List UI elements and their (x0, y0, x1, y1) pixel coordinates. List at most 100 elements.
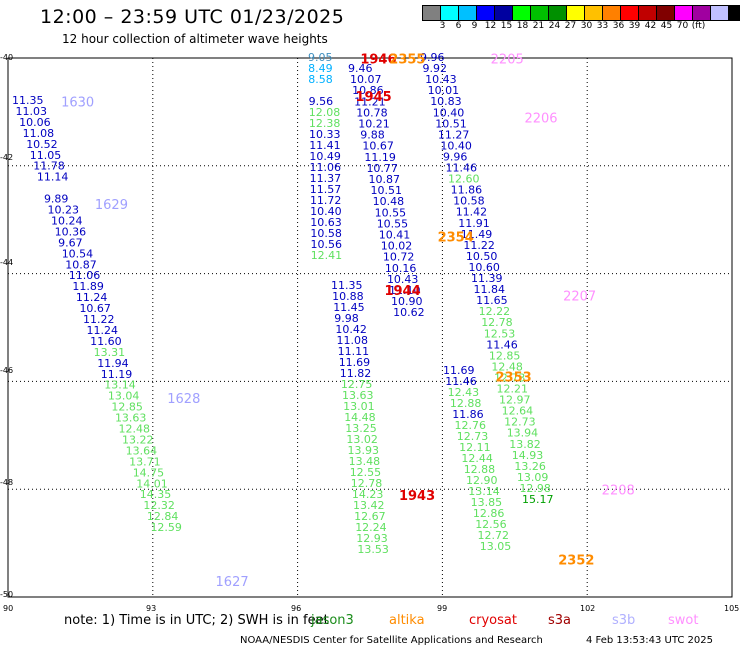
pass-time-label: 1945 (356, 90, 392, 105)
wave-height-value: 11.22 (83, 313, 115, 326)
x-tick-label: 96 (291, 604, 302, 613)
sat-legend-altika: altika (389, 613, 425, 628)
pass-time-label: 2205 (491, 52, 524, 67)
pass-time-label: 2353 (495, 370, 531, 385)
wave-height-value: 10.51 (371, 184, 403, 197)
legend-label: 33 (596, 21, 609, 31)
wave-height-value: 10.41 (379, 229, 411, 242)
wave-height-value: 11.14 (37, 171, 69, 184)
wave-height-value: 13.05 (480, 540, 512, 553)
wave-height-value: 13.14 (468, 485, 500, 498)
wave-height-value: 10.77 (366, 162, 398, 175)
wave-height-value: 14.23 (352, 488, 384, 501)
wave-height-value: 13.71 (129, 455, 161, 468)
wave-height-value: 12.48 (491, 360, 523, 373)
wave-height-value: 11.21 (354, 95, 386, 108)
wave-height-value: 12.73 (504, 416, 536, 429)
wave-height-value: 9.96 (420, 51, 445, 64)
wave-height-value: 10.54 (62, 247, 93, 260)
x-tick-label: 90 (3, 604, 14, 613)
wave-height-value: 11.19 (364, 151, 396, 164)
wave-height-value: 9.56 (309, 95, 334, 108)
wave-height-value: 14.93 (512, 449, 544, 462)
sat-legend-swot: swot (668, 613, 699, 628)
wave-height-value: 10.52 (26, 138, 58, 151)
pass-time-label: 2352 (558, 554, 594, 569)
wave-height-value: 12.85 (111, 401, 142, 414)
pass-time-label: 2206 (524, 112, 557, 127)
wave-height-value: 10.01 (428, 84, 460, 97)
wave-height-value: 11.49 (461, 228, 493, 241)
legend-label: 15 (500, 21, 513, 31)
wave-height-value: 11.08 (337, 334, 369, 347)
wave-height-value: 9.67 (58, 236, 83, 249)
wave-height-value: 10.42 (335, 323, 367, 336)
wave-height-value: 11.05 (30, 149, 62, 162)
note-text: note: 1) Time is in UTC; 2) SWH is in fe… (64, 613, 329, 628)
wave-height-value: 10.02 (381, 240, 413, 253)
wave-height-value: 8.58 (308, 73, 333, 86)
wave-height-value: 10.23 (48, 204, 80, 217)
legend-label: 30 (580, 21, 593, 31)
wave-height-value: 11.39 (471, 272, 503, 285)
wave-height-value: 13.31 (94, 346, 126, 359)
color-legend (422, 5, 740, 21)
wave-height-value: 10.58 (310, 227, 342, 240)
wave-height-value: 10.16 (385, 262, 417, 275)
map-subtitle: 12 hour collection of altimeter wave hei… (62, 32, 328, 46)
legend-label: 45 (660, 21, 673, 31)
wave-height-value: 13.01 (343, 400, 375, 413)
x-tick-label: 102 (580, 604, 596, 613)
pass-time-label: 2354 (438, 230, 474, 245)
y-tick-label: -50 (0, 590, 14, 599)
pass-time-label: 1946 (360, 52, 396, 67)
pass-time-label: 1628 (167, 392, 200, 407)
legend-label: 21 (532, 21, 545, 31)
wave-height-value: 12.64 (502, 405, 533, 418)
wave-height-value: 11.10 (389, 284, 421, 297)
wave-height-value: 12.24 (355, 521, 387, 534)
wave-height-value: 10.62 (393, 306, 425, 319)
legend-label: 18 (516, 21, 529, 31)
sat-legend-cryosat: cryosat (469, 613, 517, 628)
y-tick-label: -40 (0, 53, 14, 62)
legend-label: 24 (548, 21, 561, 31)
wave-height-value: 10.07 (350, 73, 382, 86)
wave-height-value: 12.67 (354, 510, 386, 523)
wave-height-value: 11.46 (446, 162, 478, 175)
wave-height-value: 13.85 (471, 496, 503, 509)
wave-height-value: 9.92 (423, 62, 448, 75)
pass-time-label: 1944 (384, 284, 420, 299)
wave-height-value: 11.37 (310, 172, 342, 185)
wave-height-value: 11.57 (310, 183, 342, 196)
footer-credit: NOAA/NESDIS Center for Satellite Applica… (240, 635, 543, 646)
wave-height-value: 12.75 (341, 378, 373, 391)
wave-height-value: 10.36 (55, 225, 87, 238)
wave-height-value: 11.86 (452, 408, 484, 421)
wave-height-value: 10.56 (311, 238, 343, 251)
wave-height-value: 11.24 (87, 324, 119, 337)
wave-height-value: 10.67 (362, 140, 394, 153)
wave-height-value: 10.87 (369, 173, 401, 186)
wave-height-value: 12.43 (448, 386, 480, 399)
wave-height-value: 13.53 (357, 543, 389, 556)
legend-label: 36 (612, 21, 625, 31)
wave-height-value: 11.69 (339, 356, 371, 369)
wave-height-value: 12.98 (519, 482, 551, 495)
wave-height-value: 11.35 (12, 94, 44, 107)
legend-label: 3 (439, 21, 446, 31)
wave-height-value: 11.19 (101, 368, 133, 381)
legend-label: 12 (484, 21, 497, 31)
sat-legend-s3a: s3a (548, 613, 572, 628)
wave-height-value: 10.72 (383, 251, 415, 264)
wave-height-value: 12.90 (466, 474, 498, 487)
legend-label: 9 (471, 21, 478, 31)
wave-height-value: 8.49 (308, 62, 333, 75)
wave-height-value: 13.93 (348, 444, 380, 457)
wave-height-value: 11.46 (445, 375, 477, 388)
wave-height-value: 13.42 (353, 499, 385, 512)
wave-height-value: 10.43 (387, 273, 419, 286)
wave-height-value: 12.78 (351, 477, 383, 490)
